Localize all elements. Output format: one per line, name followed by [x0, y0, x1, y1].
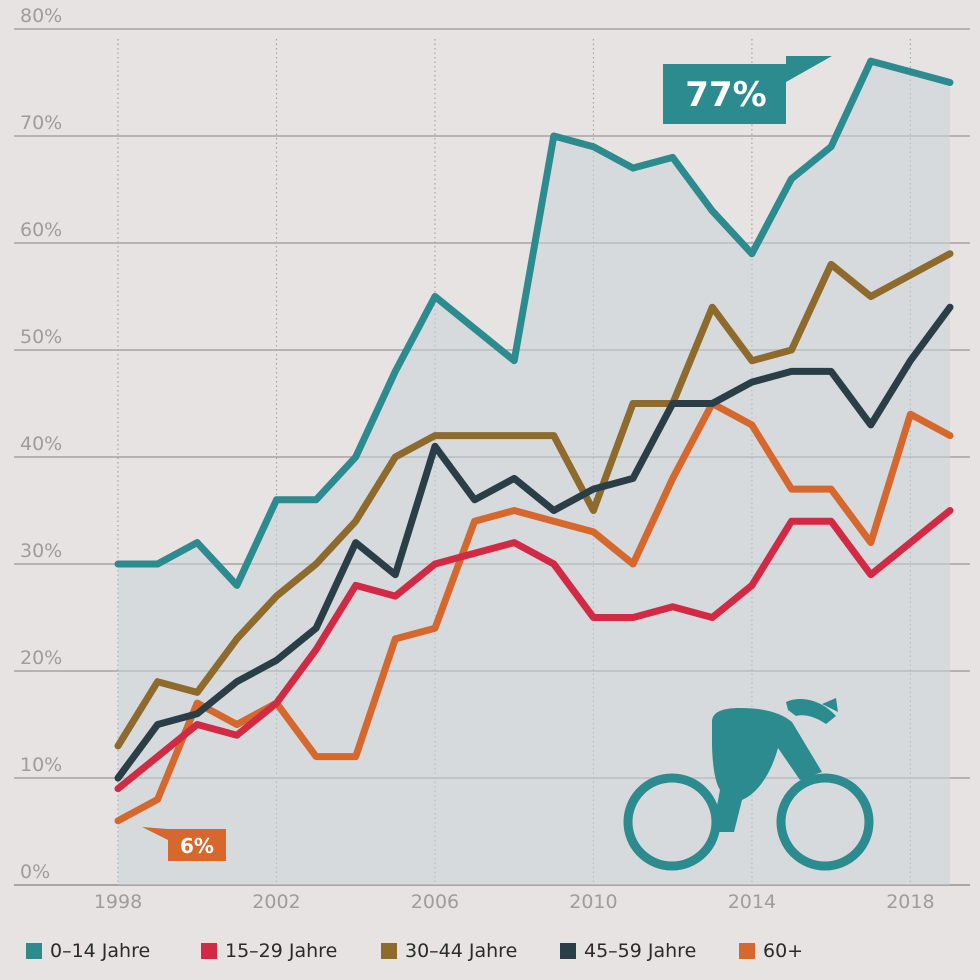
legend-label-1: 15–29 Jahre: [225, 940, 337, 962]
callout-box-6: [142, 827, 226, 861]
y-tick-label: 30%: [20, 540, 62, 562]
x-tick-label: 2018: [886, 891, 934, 913]
y-tick-label: 0%: [20, 861, 50, 883]
legend-swatch-2: [381, 943, 397, 959]
legend: 0–14 Jahre 15–29 Jahre 30–44 Jahre 45–59 Ja…: [26, 940, 803, 962]
y-tick-label: 80%: [20, 5, 62, 27]
legend-label-3: 45–59 Jahre: [584, 940, 696, 962]
area-fill: [118, 61, 950, 886]
series-line-2: [114, 250, 954, 750]
y-tick-label: 20%: [20, 647, 62, 669]
series-line-0: [114, 57, 954, 589]
legend-swatch-1: [201, 943, 217, 959]
series-lines: [114, 57, 954, 825]
callout-label-6: 6%: [180, 834, 214, 858]
y-tick-label: 60%: [20, 219, 62, 241]
x-tick-label: 2006: [411, 891, 459, 913]
legend-label-4: 60+: [763, 940, 803, 962]
callout-box-77: [663, 56, 832, 124]
x-tick-label: 2010: [569, 891, 617, 913]
cyclist-icon: [623, 698, 874, 871]
legend-swatch-0: [26, 943, 42, 959]
legend-label-2: 30–44 Jahre: [405, 940, 517, 962]
x-tick-label: 2002: [252, 891, 300, 913]
legend-swatch-4: [739, 943, 755, 959]
y-tick-label: 10%: [20, 754, 62, 776]
legend-swatch-3: [560, 943, 576, 959]
x-axis: 1998 2002 2006 2010 2014 2018: [94, 891, 935, 913]
series-line-1: [114, 507, 954, 793]
y-tick-label: 70%: [20, 112, 62, 134]
series-line-3: [114, 303, 954, 782]
y-tick-label: 40%: [20, 433, 62, 455]
callout-label-77: 77%: [685, 75, 766, 115]
y-axis: 0% 10% 20% 30% 40% 50% 60% 70% 80%: [20, 5, 62, 883]
x-tick-label: 2014: [728, 891, 776, 913]
x-tick-label: 1998: [94, 891, 142, 913]
series-area-0-14: [118, 61, 950, 886]
series-line-4: [114, 400, 954, 825]
y-tick-label: 50%: [20, 326, 62, 348]
annotations: 77% 6%: [142, 56, 832, 861]
legend-label-0: 0–14 Jahre: [50, 940, 150, 962]
